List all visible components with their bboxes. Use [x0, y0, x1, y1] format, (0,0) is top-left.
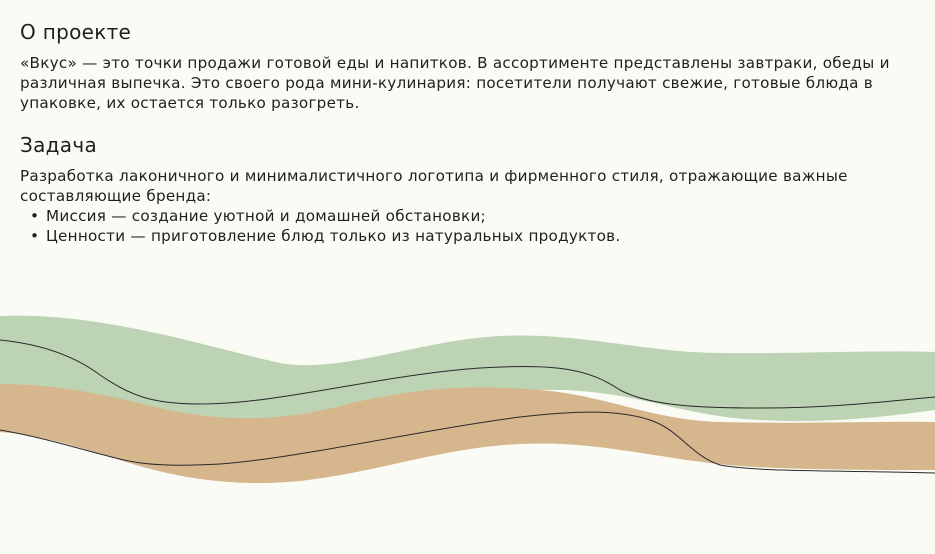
- task-title: Задача: [20, 133, 98, 157]
- task-text: Разработка лаконичного и минималистичног…: [20, 167, 848, 205]
- about-title: О проекте: [20, 20, 132, 44]
- line-lower: [0, 411, 935, 474]
- bullet-icon: •: [30, 227, 40, 245]
- task-list: • Миссия — создание уютной и домашней обс…: [20, 206, 920, 246]
- bullet-icon: •: [30, 207, 40, 225]
- about-section: О проекте «Вкус» — это точки продажи гот…: [20, 18, 920, 113]
- list-item: • Ценности — приготовление блюд только из…: [20, 226, 920, 246]
- decorative-waves: [0, 315, 935, 484]
- about-text: «Вкус» — это точки продажи готовой еды и…: [20, 54, 890, 112]
- list-item-text: Миссия — создание уютной и домашней обст…: [46, 207, 486, 225]
- tan-wave: [0, 384, 935, 484]
- line-upper: [0, 339, 935, 409]
- content: О проекте «Вкус» — это точки продажи гот…: [20, 18, 920, 246]
- green-wave: [0, 315, 935, 435]
- list-item: • Миссия — создание уютной и домашней обс…: [20, 206, 920, 226]
- task-section: Задача Разработка лаконичного и минимали…: [20, 131, 920, 246]
- list-item-text: Ценности — приготовление блюд только из …: [46, 227, 621, 245]
